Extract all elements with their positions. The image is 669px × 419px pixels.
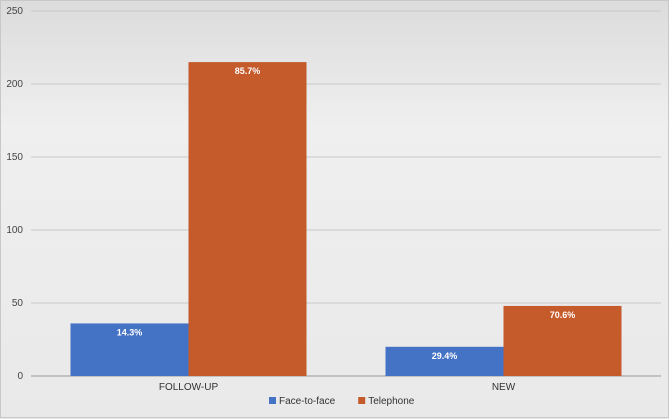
data-label: 85.7% [235,66,261,76]
data-label: 70.6% [550,310,576,320]
bar [385,346,504,376]
y-tick-label: 150 [6,152,23,163]
y-tick-label: 0 [17,371,23,382]
y-tick-label: 200 [6,79,23,90]
legend-swatch [358,397,366,404]
legend-swatch [269,397,276,404]
bar [70,323,189,376]
legend-label: Telephone [368,396,415,407]
data-label: 14.3% [117,327,143,337]
y-tick-label: 100 [6,225,23,236]
legend-label: Face-to-face [279,396,336,407]
y-tick-label: 250 [6,6,23,17]
bar [188,62,307,376]
bar [503,305,622,376]
x-category-label: FOLLOW-UP [159,382,219,393]
y-tick-label: 50 [12,298,24,309]
x-category-label: NEW [492,382,516,393]
data-label: 29.4% [432,351,458,361]
